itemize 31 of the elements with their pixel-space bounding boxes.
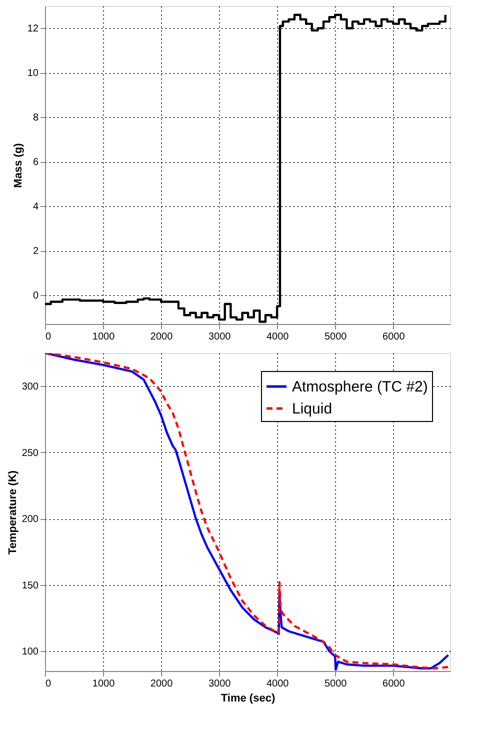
x-axis-title: Time (sec) [220, 692, 276, 704]
x-tick-label: 0 [46, 678, 52, 690]
x-tick-label: 6000 [382, 678, 406, 690]
x-tick-label: 5000 [324, 332, 348, 342]
y-tick-label: 150 [22, 580, 39, 592]
y-tick-label: 12 [27, 24, 39, 35]
x-tick-label: 4000 [266, 332, 290, 342]
x-tick-label: 6000 [382, 332, 406, 342]
y-tick-label: 0 [32, 290, 39, 302]
y-tick-label: 4 [32, 202, 39, 213]
y-tick-label: 6 [32, 157, 39, 168]
x-tick-label: 0 [46, 332, 52, 342]
y-tick-label: 300 [22, 382, 39, 393]
y-axis-title: Temperature (K) [6, 470, 19, 555]
x-tick-label: 1000 [92, 332, 116, 342]
x-tick-label: 1000 [92, 678, 116, 690]
x-tick-label: 3000 [208, 332, 232, 342]
y-axis-title: Mass (g) [12, 142, 24, 188]
y-tick-label: 100 [22, 646, 39, 658]
x-tick-label: 2000 [150, 678, 174, 690]
y-tick-label: 10 [27, 68, 39, 80]
x-tick-label: 4000 [266, 678, 290, 690]
y-tick-label: 250 [22, 448, 39, 459]
x-tick-label: 5000 [324, 678, 348, 690]
legend-label: Atmosphere (TC #2) [292, 378, 428, 396]
y-tick-label: 200 [22, 514, 39, 526]
y-tick-label: 2 [32, 246, 39, 258]
legend-label: Liquid [292, 400, 332, 418]
y-tick-label: 8 [32, 112, 39, 124]
x-tick-label: 3000 [208, 678, 232, 690]
x-tick-label: 2000 [150, 332, 174, 342]
